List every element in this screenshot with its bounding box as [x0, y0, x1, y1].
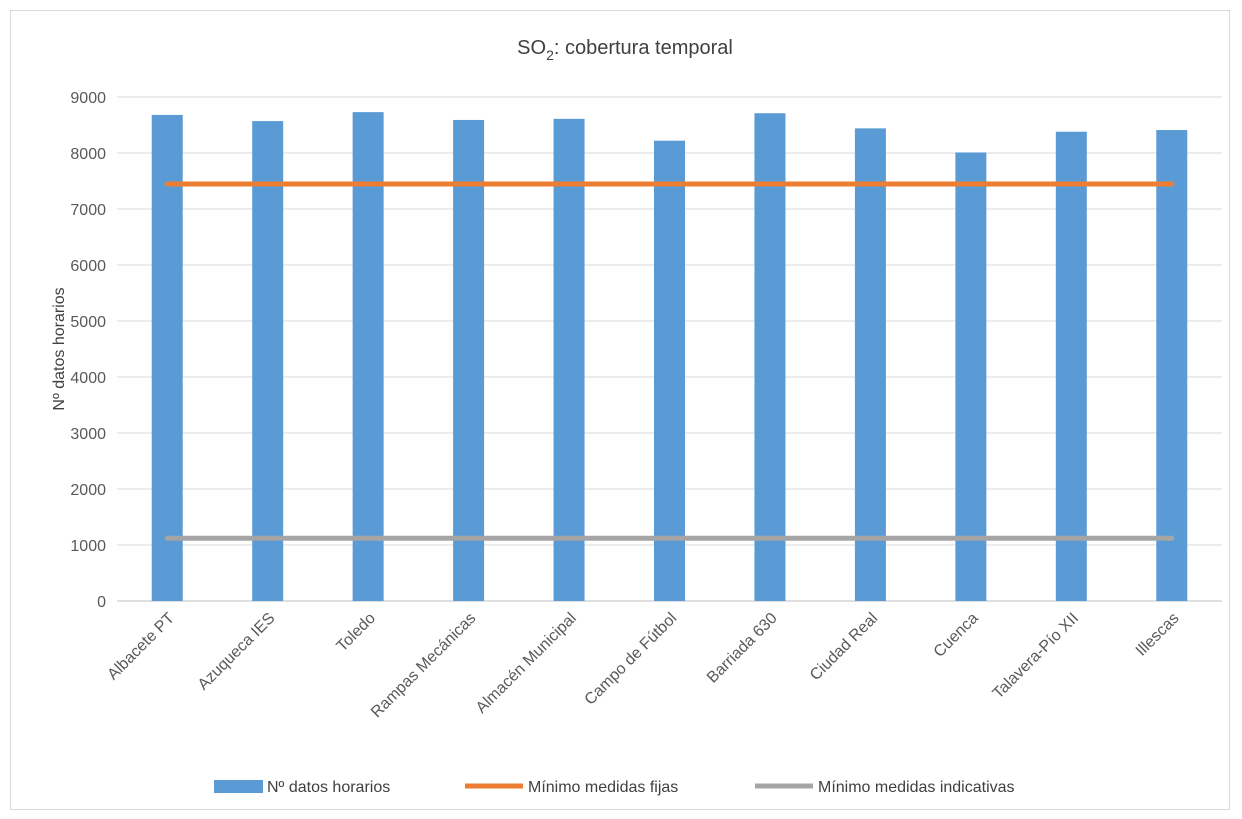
legend-label: Nº datos horarios — [267, 779, 390, 796]
chart-title-suffix: : cobertura temporal — [554, 37, 733, 59]
y-tick-label: 6000 — [70, 258, 106, 275]
legend-label: Mínimo medidas indicativas — [818, 779, 1015, 796]
bar — [1055, 131, 1087, 601]
y-tick-label: 0 — [97, 594, 106, 611]
x-tick-label: Azuqueca IES — [195, 610, 279, 694]
x-tick-label: Ciudad Real — [807, 610, 881, 684]
bar-layer — [151, 112, 1188, 602]
legend-swatch — [214, 780, 263, 793]
bar — [453, 119, 485, 602]
bar — [553, 118, 585, 601]
y-tick-label: 2000 — [70, 482, 106, 499]
x-tick-label: Toledo — [334, 610, 379, 655]
x-tick-label: Rampas Mecánicas — [368, 610, 479, 721]
x-tick-label: Albacete PT — [104, 610, 178, 684]
bar — [1156, 130, 1188, 602]
bar — [252, 121, 284, 601]
y-axis-title: Nº datos horarios — [51, 287, 68, 410]
legend-label: Mínimo medidas fijas — [528, 779, 678, 796]
x-tick-label: Barriada 630 — [704, 610, 781, 687]
y-tick-label: 5000 — [70, 314, 106, 331]
chart-title: SO2: cobertura temporal — [517, 37, 733, 63]
x-tick-label: Talavera-Pío XII — [990, 610, 1083, 703]
x-tick-label: Cuenca — [931, 610, 982, 661]
y-tick-label: 3000 — [70, 426, 106, 443]
bar — [352, 112, 384, 602]
bar — [654, 140, 685, 601]
y-tick-label: 8000 — [70, 146, 106, 163]
bar — [754, 113, 786, 602]
y-tick-label: 1000 — [70, 538, 106, 555]
y-tick-label: 9000 — [70, 90, 106, 107]
x-tick-label: Almacén Municipal — [473, 610, 580, 717]
y-tick-label: 4000 — [70, 370, 106, 387]
x-tick-label: Campo de Fútbol — [582, 610, 681, 709]
legend: Nº datos horarios Mínimo medidas fijas Mín… — [214, 779, 1015, 796]
bar — [151, 114, 183, 602]
chart-frame — [10, 10, 1230, 810]
y-tick-label: 7000 — [70, 202, 106, 219]
x-tick-label: Illescas — [1133, 610, 1183, 660]
chart-title-subscript: 2 — [546, 47, 554, 63]
bar — [955, 152, 987, 601]
line-layer — [164, 181, 1175, 541]
chart-title-main: SO — [517, 37, 546, 59]
bar — [854, 128, 886, 602]
y-tick-labels: 0 1000 2000 3000 4000 5000 6000 7000 8000 9000 — [70, 90, 106, 611]
